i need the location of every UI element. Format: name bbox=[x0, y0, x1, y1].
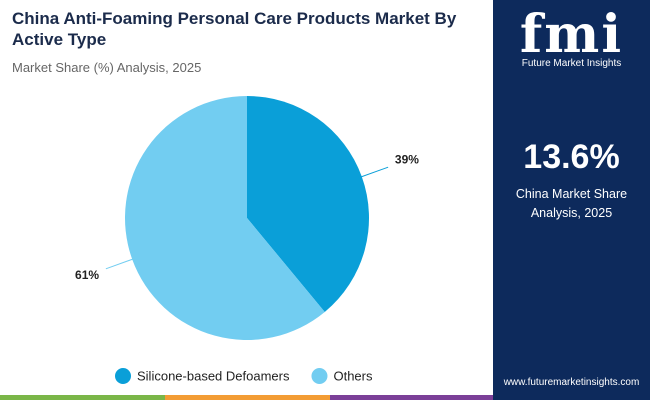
pie-slice bbox=[247, 96, 369, 313]
chart: 39% 61% Silicone-based Defoamers Others bbox=[0, 96, 493, 400]
legend-label: Others bbox=[333, 368, 373, 383]
legend-marker bbox=[311, 368, 328, 384]
legend-marker bbox=[115, 368, 131, 384]
legend-label: Silicone-based Defoamers bbox=[137, 368, 290, 383]
leader-line bbox=[357, 166, 389, 179]
caption: China Market Share Analysis, 2025 bbox=[515, 187, 628, 220]
pie-slice bbox=[124, 96, 325, 341]
logo-tagline: Future Market Insights bbox=[521, 58, 622, 69]
data-label: 39% bbox=[395, 153, 419, 167]
side-panel: fmi Future Market Insights 13.6% China M… bbox=[493, 0, 650, 400]
logo: fmi bbox=[519, 4, 624, 65]
leader-line bbox=[105, 257, 137, 270]
data-label: 61% bbox=[75, 268, 99, 282]
chart-title: China Anti-Foaming Personal Care Product… bbox=[12, 9, 457, 49]
strip bbox=[165, 395, 330, 400]
url: www.futuremarketinsights.com bbox=[503, 377, 640, 388]
chart-subtitle: Market Share (%) Analysis, 2025 bbox=[12, 60, 202, 75]
strip bbox=[0, 395, 165, 400]
headline: 13.6% bbox=[523, 138, 620, 176]
strip bbox=[330, 395, 493, 400]
